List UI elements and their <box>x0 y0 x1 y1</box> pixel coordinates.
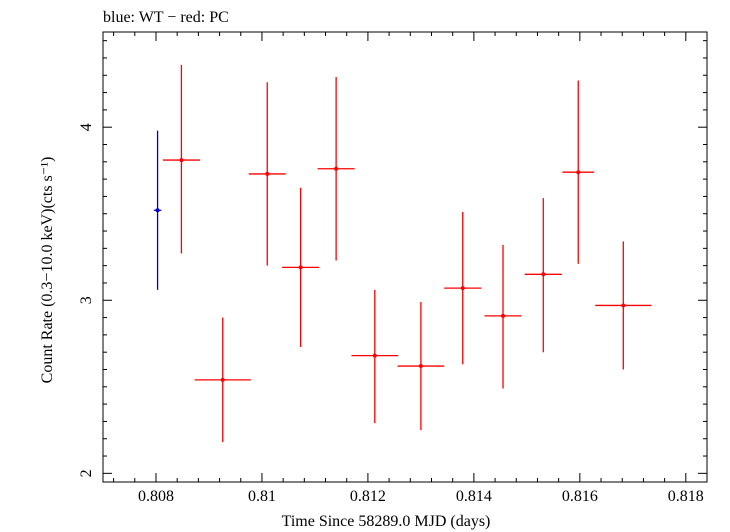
chart-title: blue: WT − red: PC <box>103 9 229 26</box>
y-tick-label: 2 <box>78 469 95 477</box>
x-tick-label: 0.808 <box>138 488 174 505</box>
data-point <box>372 353 377 358</box>
data-point <box>541 272 546 277</box>
data-point <box>501 313 506 318</box>
data-point <box>418 364 423 369</box>
axis-tick-labels: 0.808 0.81 0.812 0.814 0.816 0.818 2 3 4 <box>78 123 704 505</box>
x-tick-label: 0.812 <box>350 488 386 505</box>
x-tick-label: 0.814 <box>456 488 492 505</box>
data-point <box>220 377 225 382</box>
data-point <box>298 265 303 270</box>
y-axis-label: Count Rate (0.3−10.0 keV)(cts s⁻¹) <box>39 157 56 384</box>
data-points <box>153 64 652 443</box>
x-tick-label: 0.818 <box>668 488 704 505</box>
data-point <box>265 171 270 176</box>
series-pc <box>162 64 652 443</box>
plot-frame <box>102 31 708 483</box>
data-point <box>621 303 626 308</box>
x-axis-label: Time Since 58289.0 MJD (days) <box>282 513 491 530</box>
series-wt <box>153 130 162 290</box>
data-point <box>576 170 581 175</box>
data-point <box>179 158 184 163</box>
x-tick-label: 0.81 <box>248 488 276 505</box>
y-tick-label: 3 <box>78 296 95 304</box>
data-point <box>334 166 339 171</box>
data-point <box>155 208 160 213</box>
y-tick-label: 4 <box>78 123 95 131</box>
data-point <box>460 286 465 291</box>
axis-ticks <box>103 32 708 482</box>
x-tick-label: 0.816 <box>562 488 598 505</box>
